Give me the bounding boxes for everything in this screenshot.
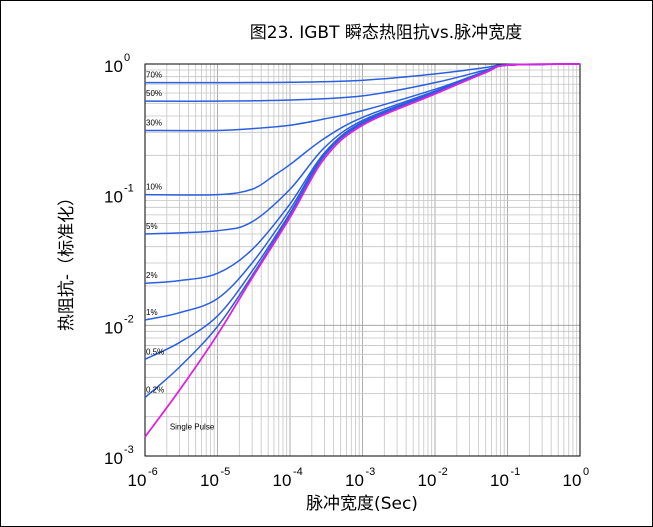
series-label: 70% [146, 71, 162, 80]
series-label: 0.5% [146, 347, 164, 356]
y-tick-label: 10 [104, 57, 123, 76]
x-tick-exponent: -4 [293, 466, 303, 478]
x-tick-exponent: -1 [511, 466, 521, 478]
x-tick-label: 10 [200, 471, 219, 490]
x-tick-exponent: -2 [438, 466, 448, 478]
y-tick-label: 10 [104, 188, 123, 207]
x-tick-label: 10 [490, 471, 509, 490]
x-axis-label: 脉冲宽度(Sec) [306, 494, 418, 514]
series-label: 50% [146, 89, 162, 98]
x-tick-exponent: -5 [221, 466, 231, 478]
series-label: 2% [146, 271, 158, 280]
x-tick-exponent: 0 [583, 466, 589, 478]
x-tick-exponent: -6 [148, 466, 158, 478]
x-tick-label: 10 [418, 471, 437, 490]
series-line [144, 63, 581, 438]
x-tick-exponent: -3 [366, 466, 376, 478]
series-label: 10% [146, 183, 162, 192]
curve-labels: 70% 50% 30% 10% 5% 2% 1% 0.5% 0.2% Single Pulse [146, 71, 215, 432]
series-label: 1% [146, 308, 158, 317]
y-tick-exponent: -1 [124, 183, 134, 195]
y-tick-exponent: -3 [124, 444, 134, 456]
y-tick-exponent: 0 [124, 52, 130, 64]
series-label: Single Pulse [170, 422, 215, 431]
x-tick-label: 10 [563, 471, 582, 490]
x-tick-label: 10 [345, 471, 364, 490]
series-label: 30% [146, 118, 162, 127]
y-tick-label: 10 [104, 449, 123, 468]
x-tick-label: 10 [273, 471, 292, 490]
plot-area [144, 63, 581, 457]
series-label: 5% [146, 222, 158, 231]
y-tick-label: 10 [104, 318, 123, 337]
curves [144, 63, 581, 438]
x-tick-label: 10 [128, 471, 147, 490]
y-axis-label: 热阻抗-（标准化） [57, 189, 77, 331]
series-label: 0.2% [146, 386, 164, 395]
y-tick-exponent: -2 [124, 313, 134, 325]
chart-title: 图23. IGBT 瞬态热阻抗vs.脉冲宽度 [250, 23, 522, 43]
x-tick-labels: 10 -6 10 -5 10 -4 10 -3 10 -2 10 -1 10 0 [128, 466, 590, 490]
